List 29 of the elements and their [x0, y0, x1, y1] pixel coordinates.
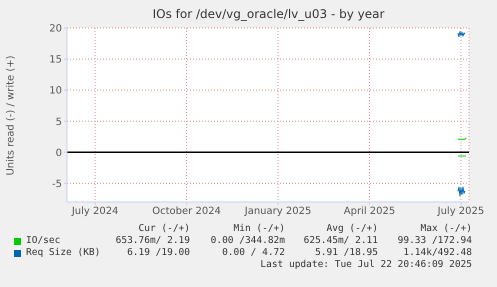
x-tick-label: April 2025 — [344, 206, 396, 218]
y-tick-label: -5 — [52, 178, 62, 190]
y-axis-title: Units read (-) / write (+) — [6, 54, 16, 176]
x-tick-label: January 2025 — [244, 206, 312, 218]
y-tick-label: 5 — [56, 116, 62, 128]
text: Cur (-/+) — [138, 223, 190, 234]
text: 1.14k/492.48 — [403, 247, 472, 258]
y-tick-label: 15 — [49, 54, 62, 66]
text: 0.00 /344.82m — [210, 235, 285, 246]
chart-title: IOs for /dev/vg_oracle/lv_u03 - by year — [152, 7, 386, 21]
text: Avg (-/+) — [326, 223, 378, 234]
y-tick-label: 10 — [49, 86, 62, 97]
text: 625.45m/ 2.11 — [304, 235, 378, 246]
text: 0.00 / 4.72 — [222, 247, 285, 258]
text: Last update: Tue Jul 22 20:46:09 2025 — [260, 259, 472, 270]
x-tick-label: July 2024 — [70, 206, 118, 218]
text: 6.19 /19.00 — [127, 247, 190, 258]
y-tick-label: 20 — [49, 24, 62, 35]
x-tick-label: October 2024 — [152, 206, 221, 218]
text: 653.76m/ 2.19 — [116, 235, 190, 246]
y-tick-label: 0 — [56, 148, 62, 159]
text: 99.33 /172.94 — [398, 235, 472, 246]
legend-label: IO/sec — [26, 235, 60, 246]
x-tick-label: July 2025 — [436, 206, 484, 218]
line-series — [457, 186, 466, 196]
text: Max (-/+) — [420, 223, 472, 234]
text: 5.91 /18.95 — [315, 247, 378, 258]
text: Min (-/+) — [234, 223, 285, 234]
legend-label: Req Size (KB) — [26, 247, 100, 258]
